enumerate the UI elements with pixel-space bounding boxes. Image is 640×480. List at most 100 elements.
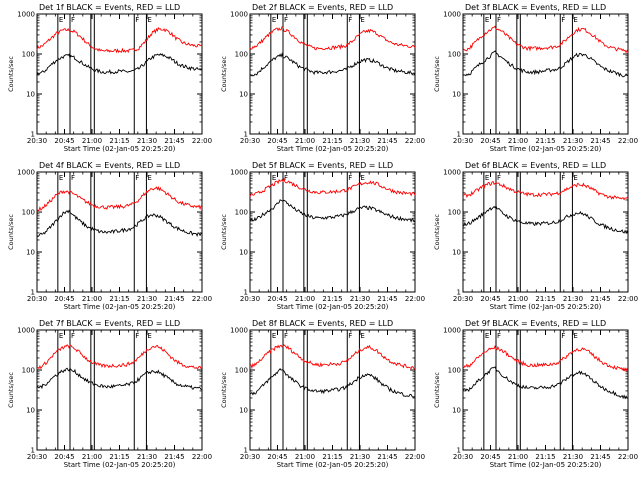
x-axis-label: Start Time (02-Jan-05 20:25:20)	[64, 461, 176, 469]
event-marker-label: F	[348, 174, 352, 182]
x-tick-label: 21:00	[508, 137, 528, 145]
y-tick-label: 10	[452, 407, 461, 415]
series-line-black-events	[249, 367, 416, 398]
y-axis-label: Counts/sec	[433, 214, 441, 250]
x-tick-label: 21:00	[295, 453, 315, 461]
y-tick-label: 1000	[230, 169, 248, 177]
series-line-red-lld	[36, 26, 203, 54]
event-marker-label: E	[485, 16, 489, 24]
x-tick-label: 21:15	[322, 453, 342, 461]
event-marker-label: F	[135, 332, 139, 340]
event-marker-label: F	[284, 332, 288, 340]
chart-panel-9: Det 9f BLACK = Events, RED = LLD 1000 100 1…	[433, 319, 638, 469]
x-tick-label: 21:00	[82, 453, 102, 461]
x-tick-label: 21:30	[563, 295, 583, 303]
x-tick-label: 22:00	[618, 453, 638, 461]
event-marker-label: E	[360, 16, 364, 24]
y-tick-label: 100	[22, 209, 35, 217]
series-line-red-lld	[37, 344, 203, 370]
event-marker-label: F	[348, 16, 352, 24]
y-tick-label: 10	[239, 91, 248, 99]
chart-title: Det 4f BLACK = Events, RED = LLD	[39, 161, 180, 170]
y-tick-label: 1000	[230, 327, 248, 335]
x-tick-label: 21:00	[508, 295, 528, 303]
y-tick-label: 100	[235, 51, 248, 59]
chart-panel-3: Det 3f BLACK = Events, RED = LLD 1000 100 1…	[433, 3, 638, 153]
x-tick-label: 22:00	[192, 453, 212, 461]
y-tick-label: 1000	[443, 169, 461, 177]
plot-frame	[462, 171, 629, 293]
x-tick-label: 21:15	[109, 137, 129, 145]
series-line-black-events	[462, 204, 629, 235]
x-tick-label: 21:15	[322, 137, 342, 145]
chart-title: Det 7f BLACK = Events, RED = LLD	[39, 319, 180, 328]
chart-title: Det 3f BLACK = Events, RED = LLD	[465, 3, 606, 12]
event-marker-label: E	[573, 174, 577, 182]
y-tick-label: 10	[239, 249, 248, 257]
x-axis-label: Start Time (02-Jan-05 20:25:20)	[277, 461, 389, 469]
y-tick-label: 1000	[17, 11, 35, 19]
x-tick-label: 21:15	[322, 295, 342, 303]
x-tick-label: 20:45	[480, 453, 500, 461]
chart-title: Det 6f BLACK = Events, RED = LLD	[465, 161, 606, 170]
chart-title: Det 1f BLACK = Events, RED = LLD	[39, 3, 180, 12]
y-axis-label: Counts/sec	[7, 372, 15, 408]
x-tick-label: 22:00	[618, 137, 638, 145]
x-tick-label: 20:45	[267, 295, 287, 303]
y-tick-label: 10	[26, 249, 35, 257]
y-tick-label: 1	[244, 289, 248, 297]
event-marker-label: F	[135, 174, 139, 182]
y-axis-label: Counts/sec	[433, 56, 441, 92]
event-marker-label: F	[284, 174, 288, 182]
series-line-red-lld	[462, 345, 629, 372]
plot-frame	[249, 13, 416, 135]
x-tick-label: 21:30	[350, 295, 370, 303]
event-marker-label: E	[147, 16, 151, 24]
x-tick-label: 21:30	[137, 295, 157, 303]
y-tick-label: 100	[235, 367, 248, 375]
x-tick-label: 21:00	[508, 453, 528, 461]
x-tick-label: 21:45	[590, 453, 610, 461]
x-tick-label: 21:15	[535, 295, 555, 303]
x-tick-label: 22:00	[192, 137, 212, 145]
y-tick-label: 1000	[443, 11, 461, 19]
plot-frame	[462, 329, 629, 451]
x-tick-label: 20:30	[240, 453, 260, 461]
y-tick-label: 1	[244, 131, 248, 139]
x-tick-label: 21:30	[137, 453, 157, 461]
event-marker-label: E	[147, 174, 151, 182]
series-line-black-events	[462, 366, 629, 400]
series-line-black-events	[36, 367, 203, 390]
x-axis-label: Start Time (02-Jan-05 20:25:20)	[277, 145, 389, 153]
x-tick-label: 22:00	[405, 295, 425, 303]
event-marker-label: E	[272, 16, 276, 24]
event-marker-label: E	[59, 174, 63, 182]
chart-title: Det 5f BLACK = Events, RED = LLD	[252, 161, 393, 170]
y-axis-label: Counts/sec	[7, 214, 15, 250]
x-axis-label: Start Time (02-Jan-05 20:25:20)	[64, 303, 176, 311]
series-line-red-lld	[249, 344, 416, 370]
event-marker-label: E	[573, 16, 577, 24]
y-axis-label: Counts/sec	[220, 214, 228, 250]
x-tick-label: 21:30	[350, 137, 370, 145]
y-tick-label: 100	[448, 367, 461, 375]
series-line-red-lld	[249, 26, 416, 51]
chart-panel-8: Det 8f BLACK = Events, RED = LLD 1000 100 1…	[220, 319, 425, 469]
x-tick-label: 20:30	[27, 137, 47, 145]
series-line-black-events	[249, 199, 416, 223]
x-tick-label: 22:00	[405, 137, 425, 145]
y-tick-label: 1	[244, 447, 248, 455]
event-marker-label: F	[497, 174, 501, 182]
y-tick-label: 1	[31, 447, 35, 455]
x-axis-label: Start Time (02-Jan-05 20:25:20)	[64, 145, 176, 153]
x-tick-label: 20:45	[480, 137, 500, 145]
x-tick-label: 21:45	[164, 453, 184, 461]
x-tick-label: 20:45	[54, 137, 74, 145]
event-marker-label: F	[348, 332, 352, 340]
chart-panel-5: Det 5f BLACK = Events, RED = LLD 1000 100 1…	[220, 161, 425, 311]
y-tick-label: 10	[452, 91, 461, 99]
x-tick-label: 21:00	[82, 295, 102, 303]
y-tick-label: 10	[239, 407, 248, 415]
event-marker-label: E	[485, 332, 489, 340]
